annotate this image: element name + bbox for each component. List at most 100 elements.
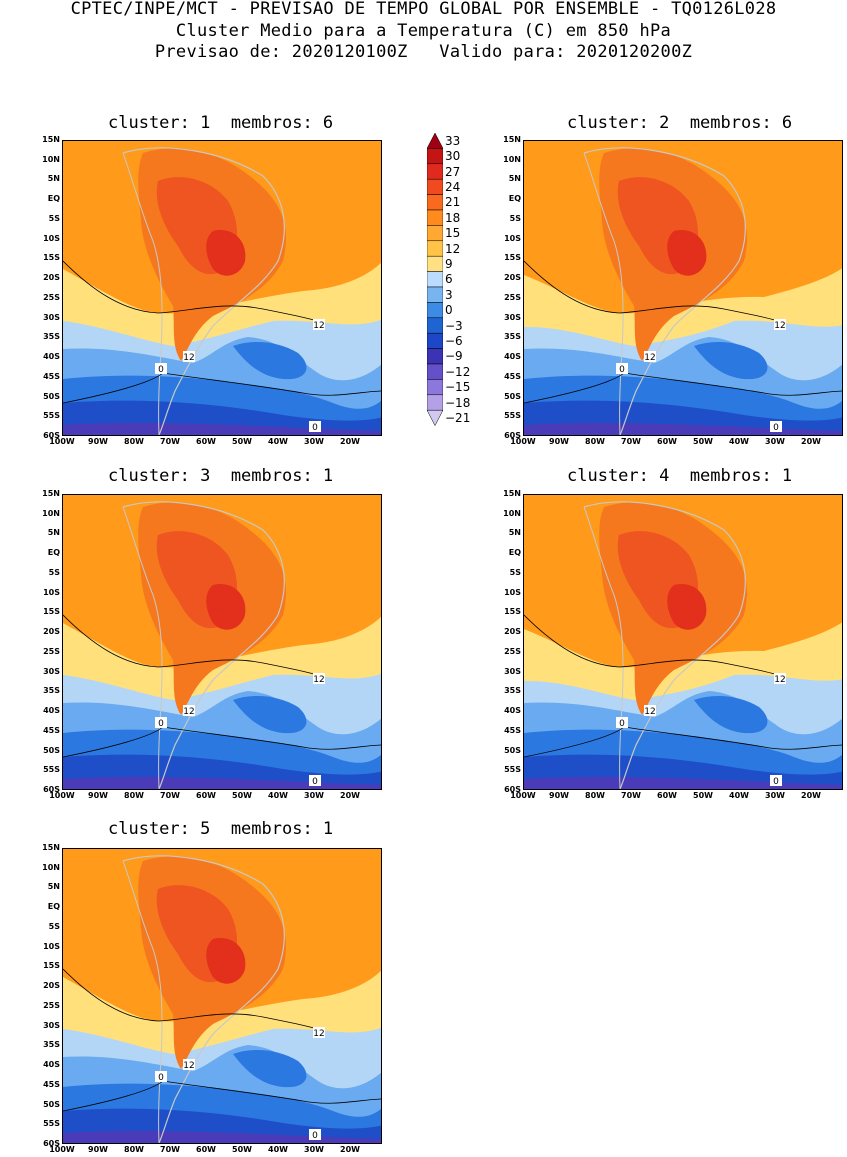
- lat-tick-label: 20S: [43, 627, 60, 637]
- hottest-region: [667, 584, 707, 630]
- lat-tick-label: 55S: [504, 411, 521, 421]
- lat-tick-label: 30S: [504, 666, 521, 676]
- lat-tick-label: 20S: [504, 273, 521, 283]
- colorbar-swatch: [426, 317, 444, 334]
- colorbar-label: 12: [445, 241, 461, 256]
- lon-tick-label: 40W: [729, 437, 749, 446]
- lon-tick-label: 100W: [49, 791, 75, 800]
- lon-tick-label: 100W: [510, 437, 536, 446]
- lat-tick-label: 60S: [43, 431, 60, 440]
- lat-tick-label: 50S: [43, 391, 60, 401]
- colorbar-swatches: [426, 132, 444, 427]
- colorbar-swatch: [426, 286, 444, 303]
- colorbar-label: −15: [445, 380, 471, 395]
- lon-tick-label: 90W: [549, 791, 569, 800]
- colorbar-swatch: [426, 225, 444, 242]
- lon-tick-label: 70W: [160, 791, 180, 800]
- header-line3: Previsao de: 2020120100Z Valido para: 20…: [154, 42, 693, 62]
- contour-12: [63, 614, 324, 678]
- contour-label-12: 12: [313, 319, 325, 331]
- lat-tick-label: EQ: [47, 194, 60, 204]
- colorbar-swatch: [426, 148, 444, 165]
- panel-title: cluster: 1 membros: 6: [108, 113, 334, 133]
- map-panel: 12 12 0 0: [62, 140, 382, 436]
- header-line1: CPTEC/INPE/MCT - PREVISAO DE TEMPO GLOBA…: [70, 0, 777, 19]
- svg-text:0: 0: [773, 423, 779, 433]
- lon-tick-label: 90W: [88, 1145, 108, 1154]
- lat-tick-label: 5N: [47, 174, 60, 184]
- contour-label-12: 12: [644, 351, 656, 363]
- lat-tick-label: 30S: [43, 1020, 60, 1030]
- lat-tick-label: 15N: [503, 489, 521, 498]
- cold-anomaly: [694, 341, 768, 380]
- lat-tick-label: 25S: [504, 646, 521, 656]
- contour-0: [63, 726, 381, 758]
- contour-0: [524, 372, 842, 404]
- cold-anomaly: [233, 695, 307, 734]
- colorbar-swatch: [426, 302, 444, 319]
- lon-tick-label: 60W: [196, 437, 216, 446]
- cold-anomaly: [233, 1049, 307, 1088]
- lat-tick-label: EQ: [508, 194, 521, 204]
- colorbar-label: −9: [445, 349, 463, 364]
- hottest-region: [667, 230, 707, 276]
- isotherm-minus6-band: [524, 422, 842, 435]
- lon-tick-label: 50W: [232, 1145, 252, 1154]
- contour-label-0: 0: [616, 717, 628, 729]
- contour-12: [524, 260, 785, 324]
- colorbar-label: 33: [445, 133, 461, 148]
- contour-12: [63, 260, 324, 324]
- lat-tick-label: 60S: [43, 785, 60, 794]
- lat-tick-label: 60S: [43, 1139, 60, 1148]
- lon-tick-label: 20W: [801, 437, 821, 446]
- contour-label-12: 12: [313, 1027, 325, 1039]
- map-panel: 12 12 0 0: [523, 494, 843, 790]
- lat-tick-label: EQ: [508, 548, 521, 558]
- contour-label-0: 0: [616, 363, 628, 375]
- lat-tick-label: 55S: [43, 1119, 60, 1129]
- svg-text:12: 12: [313, 675, 324, 685]
- lon-tick-label: 80W: [124, 437, 144, 446]
- contour-label-0: 0: [309, 421, 321, 433]
- svg-text:12: 12: [183, 353, 194, 363]
- lat-tick-label: 5N: [47, 528, 60, 538]
- lon-tick-label: 20W: [340, 1145, 360, 1154]
- lat-tick-label: 30S: [43, 312, 60, 322]
- colorbar-label: 3: [445, 287, 453, 302]
- svg-text:12: 12: [313, 1029, 324, 1039]
- cold-anomaly: [233, 341, 307, 380]
- coastline: [122, 147, 285, 435]
- isotherm-minus6-band: [63, 776, 381, 789]
- colorbar-label: −3: [445, 318, 463, 333]
- contour-0: [524, 726, 842, 758]
- svg-text:12: 12: [183, 1061, 194, 1071]
- lat-tick-label: 5N: [508, 528, 521, 538]
- contour-label-12: 12: [644, 705, 656, 717]
- hottest-region: [206, 584, 246, 630]
- temperature-field: 12 12 0 0: [63, 855, 381, 1143]
- lon-tick-label: 30W: [304, 437, 324, 446]
- lat-tick-label: 30S: [43, 666, 60, 676]
- colorbar-label: 24: [445, 179, 461, 194]
- contour-label-0: 0: [309, 775, 321, 787]
- lat-tick-label: 10S: [43, 587, 60, 597]
- lon-tick-label: 60W: [196, 791, 216, 800]
- colorbar-swatch: [426, 209, 444, 226]
- lat-tick-label: 50S: [504, 745, 521, 755]
- lat-tick-label: 25S: [43, 646, 60, 656]
- lat-tick-label: 55S: [43, 765, 60, 775]
- lat-tick-label: 20S: [43, 981, 60, 991]
- coastline-west: [583, 152, 624, 435]
- colorbar-swatch: [426, 379, 444, 396]
- coastline-west: [122, 506, 163, 789]
- coastline-west: [122, 860, 163, 1143]
- coastline: [122, 855, 285, 1143]
- lat-tick-label: 40S: [504, 352, 521, 362]
- lat-tick-label: 10N: [503, 508, 521, 518]
- svg-text:0: 0: [773, 777, 779, 787]
- colorbar-label: 18: [445, 210, 461, 225]
- coastline: [583, 147, 746, 435]
- lat-tick-label: 25S: [43, 1000, 60, 1010]
- contour-0: [63, 1080, 381, 1112]
- contour-12: [63, 968, 324, 1032]
